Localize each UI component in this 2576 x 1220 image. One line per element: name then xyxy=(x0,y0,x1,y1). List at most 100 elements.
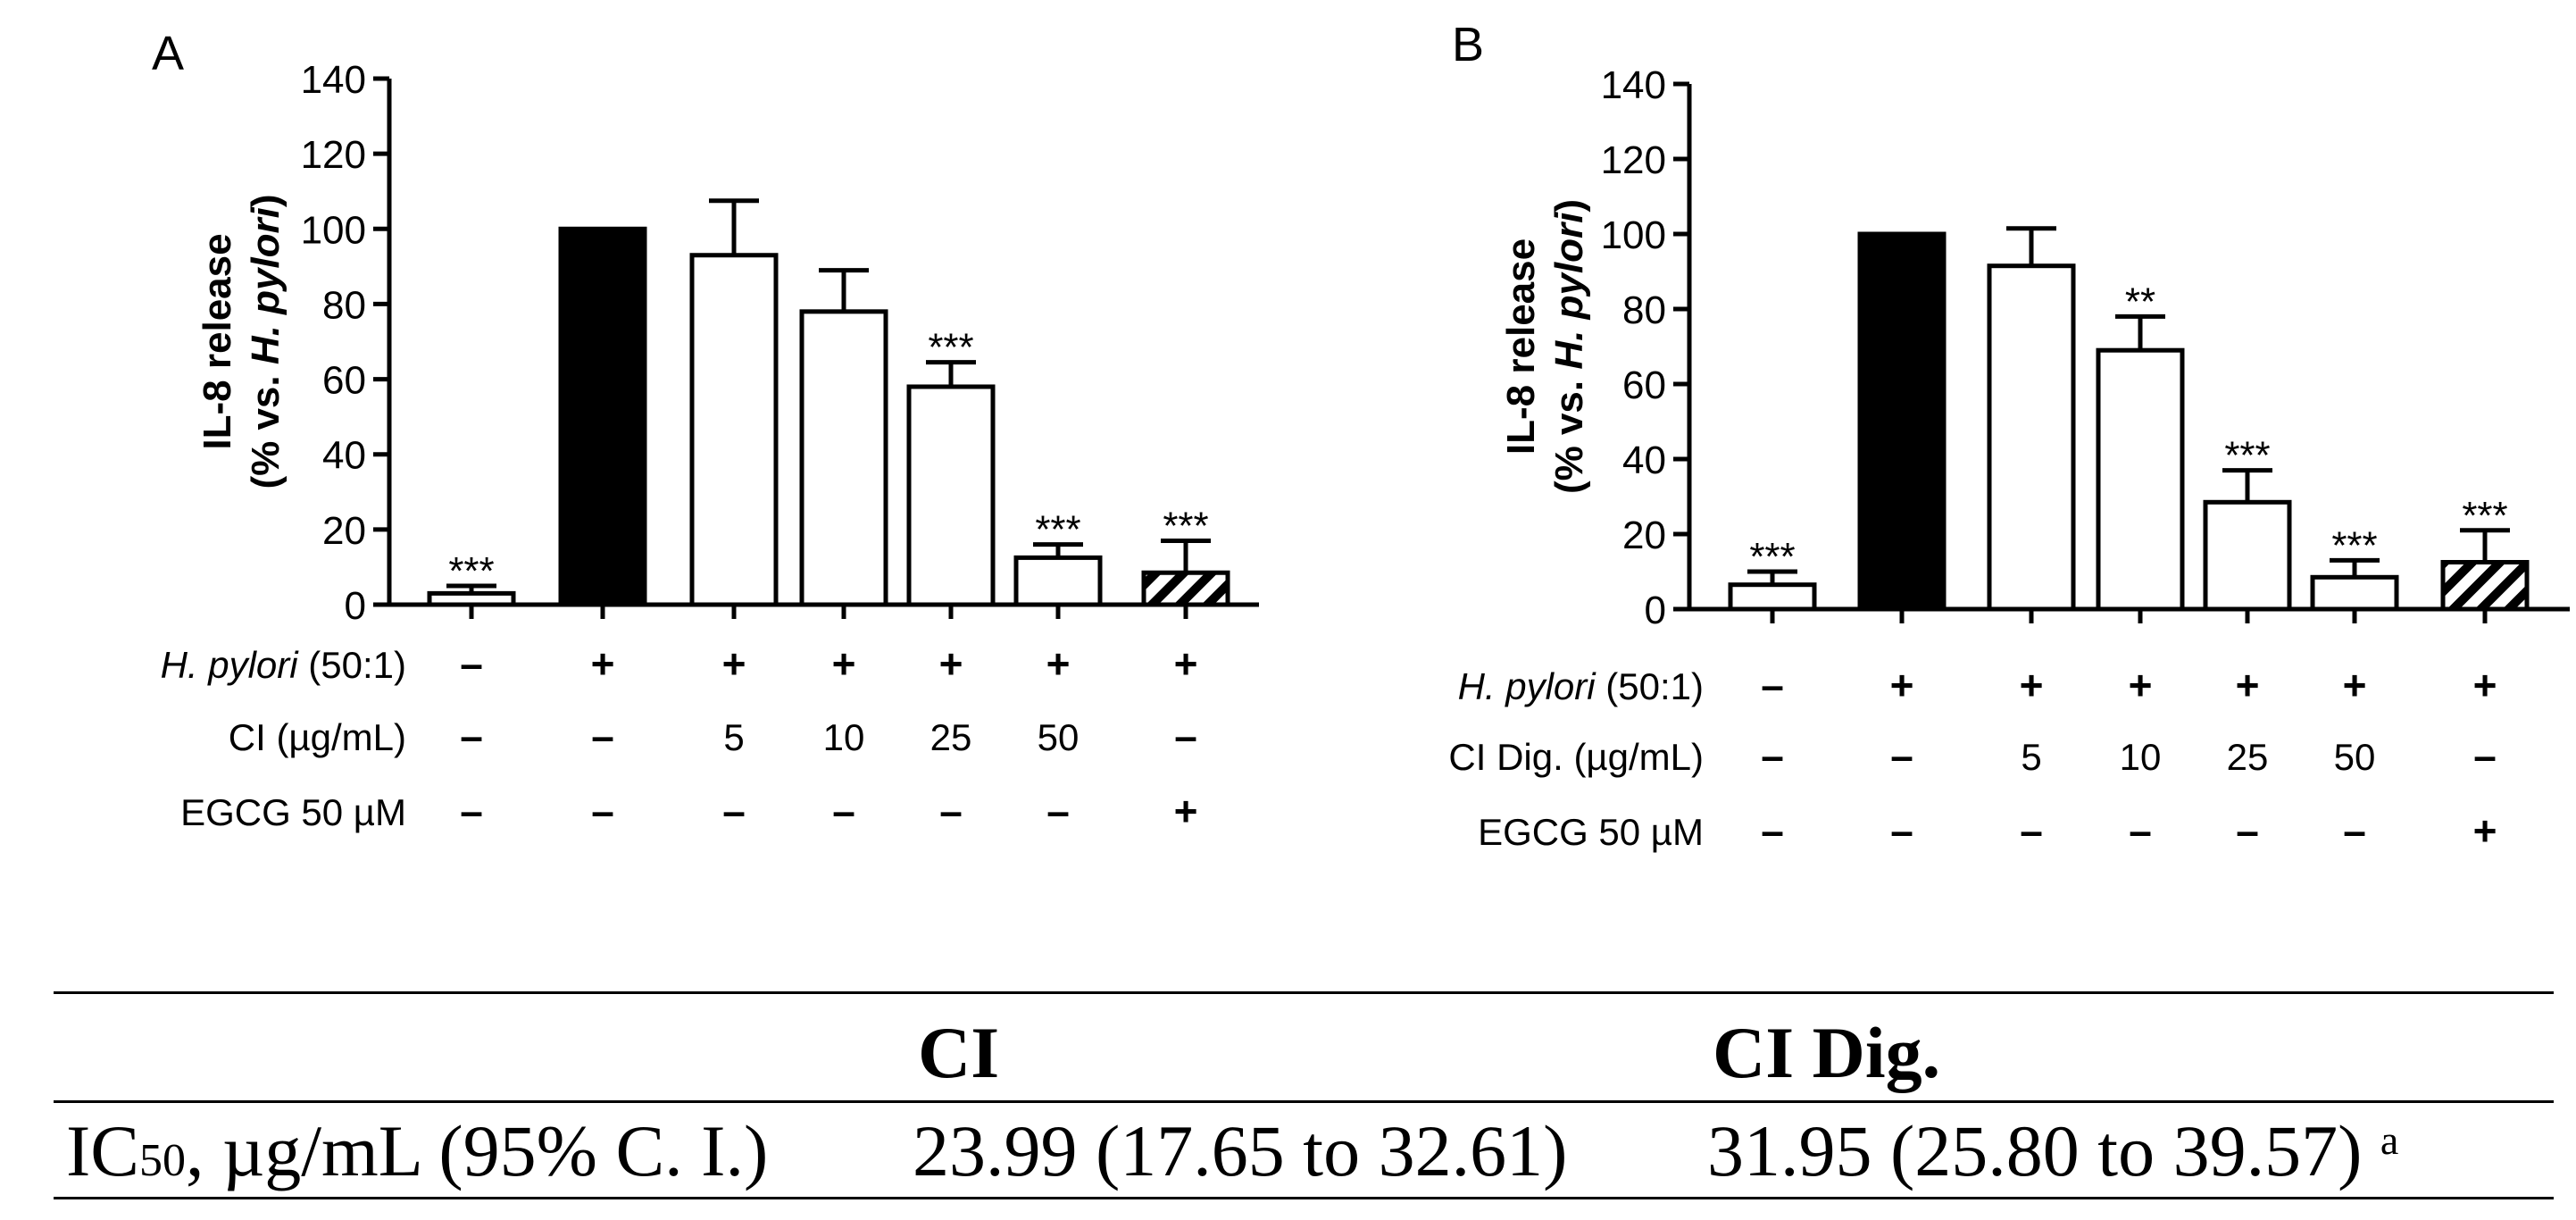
y-tick-label-a: 0 xyxy=(345,584,366,628)
condition-label-text-b-1: (50:1) xyxy=(1596,665,1704,707)
bar-b-1 xyxy=(1728,582,1817,612)
condition-label-italic-a-1: H. pylori xyxy=(161,644,300,686)
condition-label-a-1: H. pylori (50:1) xyxy=(161,644,406,686)
bar-b-6 xyxy=(2310,574,2399,612)
bar-a-1 xyxy=(427,590,516,607)
y-tick-label-b: 140 xyxy=(1601,63,1666,107)
condition-label-b-1: H. pylori (50:1) xyxy=(1458,665,1704,707)
y-tick-label-a: 80 xyxy=(322,283,366,327)
y-tick-label-a: 100 xyxy=(301,208,366,252)
condition-value-b-3-3: – xyxy=(2020,807,2043,854)
y-tick-label-a: 120 xyxy=(301,133,366,177)
condition-label-text-a-1: (50:1) xyxy=(298,644,406,686)
condition-value-b-3-2: – xyxy=(1890,807,1913,854)
y-tick-label-a: 140 xyxy=(301,58,366,102)
bar-a-6 xyxy=(1013,555,1103,607)
bar-a-3 xyxy=(689,253,779,607)
y-tick-label-a: 20 xyxy=(322,509,366,553)
condition-value-a-1-1: – xyxy=(460,640,483,687)
significance-b-6: *** xyxy=(2331,523,2377,567)
condition-value-a-3-2: – xyxy=(591,788,614,834)
condition-value-a-3-1: – xyxy=(460,788,483,834)
condition-value-b-1-1: – xyxy=(1761,662,1784,708)
y-tick-label-a: 60 xyxy=(322,359,366,403)
y-tick-label-b: 0 xyxy=(1645,589,1666,632)
significance-a-1: *** xyxy=(448,549,494,593)
panel-a: A 0 20 40 60 80 100 120 140 IL-8 release (% vs. H.… xyxy=(152,27,1259,834)
condition-value-a-2-3: 5 xyxy=(723,716,744,758)
y-axis-title-italic-a: H. pylori xyxy=(244,206,288,364)
y-axis-title-line2-a: (% vs. H. pylori) xyxy=(244,194,288,489)
condition-value-a-2-2: – xyxy=(591,713,614,759)
condition-value-b-1-3: + xyxy=(2020,662,2044,708)
condition-value-a-3-5: – xyxy=(939,788,963,834)
y-axis-title-italic-b: H. pylori xyxy=(1547,212,1591,370)
significance-b-7: *** xyxy=(2462,494,2507,538)
condition-value-a-3-3: – xyxy=(722,788,746,834)
bar-a-7 xyxy=(1141,570,1230,607)
condition-value-b-2-1: – xyxy=(1761,732,1784,779)
condition-value-a-1-6: + xyxy=(1046,640,1071,687)
condition-value-b-3-4: – xyxy=(2129,807,2152,854)
condition-label-text-b-3: EGCG 50 µM xyxy=(1478,811,1704,853)
condition-value-b-2-6: 50 xyxy=(2334,736,2376,778)
y-tick-label-b: 60 xyxy=(1622,363,1666,407)
condition-label-text-b-2: CI Dig. (µg/mL) xyxy=(1448,736,1704,778)
condition-value-b-2-2: – xyxy=(1890,732,1913,779)
y-tick-label-a: 40 xyxy=(322,434,366,478)
y-axis-title-line2-b: (% vs. H. pylori) xyxy=(1547,199,1591,494)
condition-value-b-1-2: + xyxy=(1890,662,1914,708)
condition-label-text-a-3: EGCG 50 µM xyxy=(180,791,406,833)
condition-value-a-1-7: + xyxy=(1174,640,1198,687)
bar-b-7 xyxy=(2440,560,2530,612)
significance-a-7: *** xyxy=(1163,504,1208,547)
significance-b-5: *** xyxy=(2224,434,2270,478)
y-tick-label-b: 80 xyxy=(1622,288,1666,332)
bar-b-2 xyxy=(1857,231,1947,612)
condition-value-a-3-4: – xyxy=(832,788,855,834)
condition-value-b-3-7: + xyxy=(2473,807,2497,854)
condition-value-b-3-1: – xyxy=(1761,807,1784,854)
condition-value-b-3-6: – xyxy=(2343,807,2366,854)
y-tick-label-b: 100 xyxy=(1601,213,1666,257)
bar-a-4 xyxy=(799,309,888,607)
y-axis-title-suffix-b: ) xyxy=(1547,199,1591,213)
panel-b: B 0 20 40 60 80 100 120 140 IL-8 release (% vs. H.… xyxy=(1448,18,2570,854)
condition-value-a-2-5: 25 xyxy=(930,716,972,758)
bar-b-5 xyxy=(2203,499,2292,612)
bar-a-5 xyxy=(906,384,996,607)
bar-a-2 xyxy=(558,226,647,607)
condition-value-b-3-5: – xyxy=(2236,807,2259,854)
condition-value-a-2-6: 50 xyxy=(1038,716,1080,758)
condition-value-a-1-3: + xyxy=(722,640,746,687)
y-axis-title-prefix-a: (% vs. xyxy=(244,364,288,489)
condition-value-b-2-3: 5 xyxy=(2021,736,2041,778)
significance-a-6: *** xyxy=(1035,508,1080,552)
condition-label-b-2: CI Dig. (µg/mL) xyxy=(1448,736,1704,778)
condition-label-a-3: EGCG 50 µM xyxy=(180,791,406,833)
significance-b-4: ** xyxy=(2125,280,2155,323)
condition-value-b-2-5: 25 xyxy=(2227,736,2269,778)
condition-value-b-1-5: + xyxy=(2236,662,2260,708)
condition-value-a-2-7: – xyxy=(1174,713,1197,759)
condition-value-a-1-5: + xyxy=(939,640,963,687)
condition-label-italic-b-1: H. pylori xyxy=(1458,665,1597,707)
condition-value-a-1-4: + xyxy=(832,640,856,687)
condition-value-a-3-6: – xyxy=(1046,788,1070,834)
y-tick-label-b: 120 xyxy=(1601,138,1666,182)
condition-label-a-2: CI (µg/mL) xyxy=(229,716,406,758)
condition-value-b-1-4: + xyxy=(2129,662,2153,708)
panel-label-a: A xyxy=(152,27,184,80)
significance-b-1: *** xyxy=(1749,535,1795,579)
y-tick-label-b: 20 xyxy=(1622,514,1666,557)
y-axis-title-suffix-a: ) xyxy=(244,194,288,207)
condition-value-a-1-2: + xyxy=(591,640,615,687)
significance-a-5: *** xyxy=(928,326,973,370)
y-tick-label-b: 40 xyxy=(1622,439,1666,482)
condition-value-a-3-7: + xyxy=(1174,788,1198,834)
condition-value-b-2-4: 10 xyxy=(2120,736,2162,778)
panel-label-b: B xyxy=(1452,18,1484,71)
y-axis-title-line1-b: IL-8 release xyxy=(1499,238,1543,455)
condition-value-a-2-4: 10 xyxy=(823,716,865,758)
condition-value-b-1-6: + xyxy=(2343,662,2367,708)
